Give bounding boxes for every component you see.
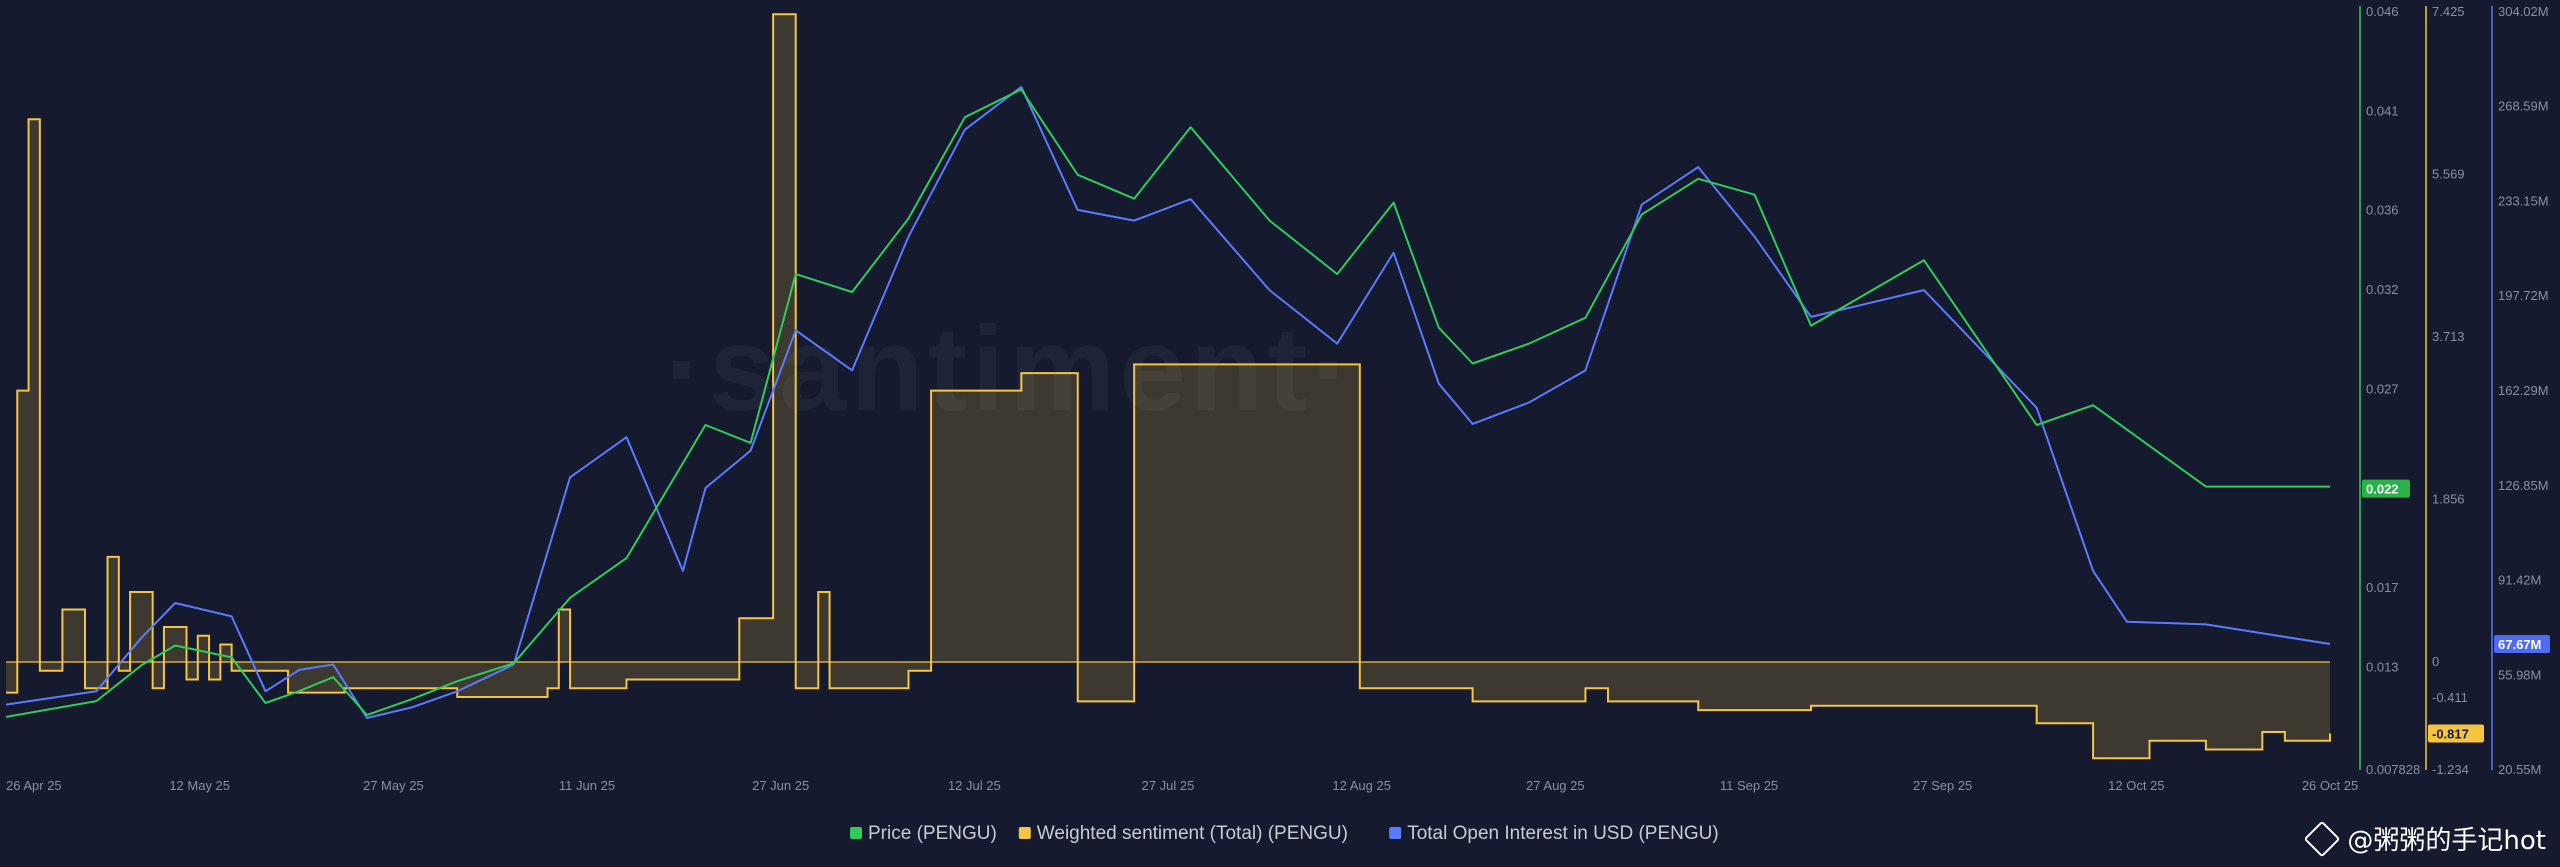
open-interest-tick-label: 162.29M (2498, 383, 2549, 398)
axes-layer: 0.046 0.041 0.036 0.032 0.027 0.022 0.017 0.013… (2359, 4, 2550, 777)
open-interest-tick-label: 268.59M (2498, 99, 2549, 114)
x-tick-label: 11 Jun 25 (559, 778, 615, 793)
x-tick-label: 11 Sep 25 (1720, 778, 1778, 793)
santiment-watermark: ·santiment· (665, 302, 1356, 436)
legend-item-price[interactable]: Price (PENGU) (850, 823, 997, 844)
open-interest-tick-label: 91.42M (2498, 572, 2541, 587)
sentiment-tick-label: -0.411 (2432, 690, 2468, 705)
legend-item-sentiment[interactable]: Weighted sentiment (Total) (PENGU) (1018, 823, 1348, 844)
x-tick-label: 26 Apr 25 (6, 778, 62, 793)
open-interest-tick-label: 304.02M (2498, 4, 2549, 19)
price-tick-label: 0.007828 (2366, 762, 2420, 777)
x-tick-label: 27 May 25 (363, 778, 424, 793)
open-interest-tick-label: 233.15M (2498, 194, 2549, 209)
legend-label: Total Open Interest in USD (PENGU) (1407, 823, 1719, 844)
legend-label: Weighted sentiment (Total) (PENGU) (1037, 823, 1348, 844)
x-tick-label: 27 Sep 25 (1913, 778, 1972, 793)
x-tick-label: 26 Oct 25 (2302, 778, 2358, 793)
price-tick-label: 0.032 (2366, 282, 2399, 297)
legend-swatch (1389, 827, 1402, 839)
sentiment-current-value: -0.817 (2432, 726, 2469, 741)
x-tick-label: 27 Aug 25 (1526, 778, 1585, 793)
price-tick-label: 0.046 (2366, 4, 2399, 19)
series-area-sentiment (6, 14, 2330, 759)
x-tick-label: 12 May 25 (169, 778, 230, 793)
credit-text: @粥粥的手记hot (2347, 826, 2546, 856)
legend[interactable]: Price (PENGU) Weighted sentiment (Total) … (850, 823, 1719, 844)
legend-label: Price (PENGU) (868, 823, 997, 844)
price-tick-label: 0.013 (2366, 659, 2399, 674)
price-current-badge (2362, 479, 2410, 498)
price-current-value: 0.022 (2366, 482, 2399, 497)
credit-watermark: @粥粥的手记hot (2304, 820, 2546, 857)
price-tick-label: 0.027 (2366, 381, 2399, 396)
open-interest-current-value: 67.67M (2498, 637, 2541, 652)
sentiment-tick-label: -1.234 (2432, 762, 2469, 777)
legend-swatch (850, 827, 862, 839)
sentiment-current-badge (2428, 724, 2484, 743)
open-interest-tick-label: 20.55M (2498, 762, 2541, 777)
sentiment-tick-label: 5.569 (2432, 166, 2465, 181)
sentiment-tick-label: 7.425 (2432, 4, 2465, 19)
price-tick-label: 0.036 (2366, 203, 2399, 218)
series-line-open-interest (5, 85, 2331, 719)
x-tick-label: 12 Oct 25 (2108, 778, 2164, 793)
price-tick-label: 0.017 (2366, 580, 2399, 595)
open-interest-tick-label: 55.98M (2498, 667, 2541, 682)
binance-logo-icon (2304, 820, 2341, 857)
series-line-sentiment (6, 13, 2331, 760)
series-layer (5, 13, 2331, 760)
legend-item-open-interest[interactable]: Total Open Interest in USD (PENGU) (1389, 823, 1719, 844)
open-interest-current-badge (2494, 635, 2550, 654)
open-interest-tick-label: 126.85M (2498, 478, 2549, 493)
x-tick-label: 27 Jul 25 (1142, 778, 1195, 793)
x-tick-label: 12 Jul 25 (948, 778, 1001, 793)
sentiment-tick-label: 1.856 (2432, 492, 2465, 507)
legend-swatch (1018, 827, 1031, 839)
sentiment-tick-label: 3.713 (2432, 329, 2465, 344)
series-line-price (5, 88, 2330, 718)
x-tick-label: 27 Jun 25 (752, 778, 809, 793)
price-tick-label: 0.041 (2366, 103, 2399, 118)
x-tick-label: 12 Aug 25 (1332, 778, 1391, 793)
x-axis: 26 Apr 25 12 May 25 27 May 25 11 Jun 25 27 J… (6, 778, 2358, 793)
open-interest-tick-label: 197.72M (2498, 288, 2549, 303)
sentiment-tick-label: 0 (2432, 654, 2439, 669)
